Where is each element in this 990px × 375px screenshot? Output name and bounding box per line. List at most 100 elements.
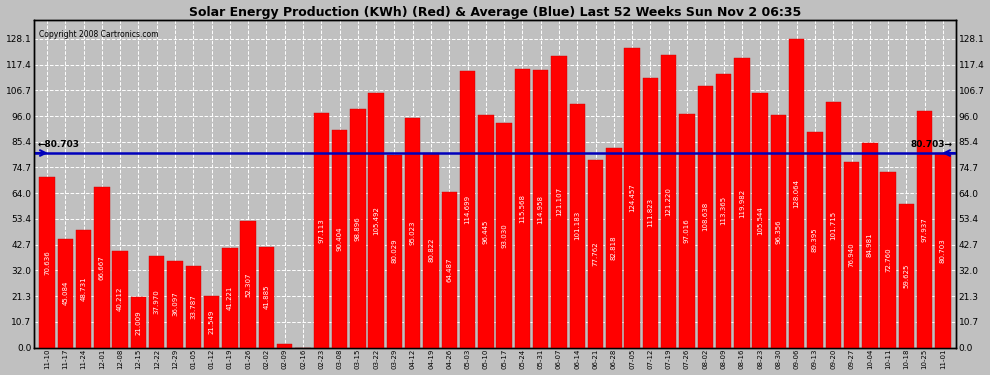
- Text: 70.636: 70.636: [44, 250, 50, 275]
- Text: 121.220: 121.220: [665, 187, 671, 216]
- Text: 52.307: 52.307: [246, 272, 251, 297]
- Text: 77.762: 77.762: [593, 242, 599, 266]
- Text: 111.823: 111.823: [647, 198, 653, 227]
- Text: 41.885: 41.885: [263, 285, 269, 309]
- Text: Copyright 2008 Cartronics.com: Copyright 2008 Cartronics.com: [39, 30, 158, 39]
- Bar: [350, 109, 365, 348]
- Text: 33.787: 33.787: [190, 294, 196, 319]
- Bar: [789, 39, 805, 348]
- Text: 115.568: 115.568: [520, 194, 526, 223]
- Text: 101.715: 101.715: [831, 210, 837, 240]
- Text: 40.212: 40.212: [117, 287, 123, 311]
- Text: 97.937: 97.937: [922, 217, 928, 242]
- Text: 98.896: 98.896: [354, 216, 361, 241]
- Text: 48.731: 48.731: [80, 276, 86, 301]
- Bar: [405, 118, 421, 348]
- Bar: [277, 344, 292, 348]
- Text: 76.940: 76.940: [848, 243, 854, 267]
- Bar: [113, 251, 128, 348]
- Bar: [734, 58, 749, 348]
- Bar: [241, 222, 256, 348]
- Text: 96.445: 96.445: [483, 219, 489, 243]
- Text: 59.625: 59.625: [904, 264, 910, 288]
- Bar: [459, 71, 475, 348]
- Text: 72.760: 72.760: [885, 248, 891, 272]
- Bar: [569, 104, 585, 348]
- Text: 80.703: 80.703: [940, 238, 946, 262]
- Bar: [131, 297, 147, 348]
- Bar: [424, 153, 439, 348]
- Text: 95.023: 95.023: [410, 221, 416, 245]
- Bar: [716, 74, 732, 348]
- Bar: [40, 177, 54, 348]
- Text: 36.097: 36.097: [172, 292, 178, 316]
- Text: 80.822: 80.822: [428, 238, 434, 262]
- Text: 80.703→: 80.703→: [910, 140, 952, 149]
- Text: 124.457: 124.457: [629, 183, 636, 212]
- Bar: [515, 69, 531, 348]
- Text: 45.084: 45.084: [62, 281, 68, 305]
- Bar: [625, 48, 640, 348]
- Text: 66.667: 66.667: [99, 255, 105, 280]
- Bar: [368, 93, 384, 348]
- Bar: [387, 154, 402, 348]
- Bar: [899, 204, 914, 348]
- Bar: [332, 130, 347, 348]
- Text: 37.970: 37.970: [153, 290, 159, 314]
- Bar: [752, 93, 768, 348]
- Text: 119.982: 119.982: [739, 188, 744, 218]
- Text: 96.356: 96.356: [775, 219, 781, 244]
- Text: 93.030: 93.030: [501, 223, 507, 248]
- Text: 41.221: 41.221: [227, 286, 233, 310]
- Text: 128.064: 128.064: [794, 179, 800, 208]
- Text: 64.487: 64.487: [446, 258, 452, 282]
- Text: 108.638: 108.638: [702, 202, 708, 231]
- Text: 21.549: 21.549: [209, 309, 215, 334]
- Text: 114.699: 114.699: [464, 195, 470, 224]
- Bar: [643, 78, 658, 348]
- Bar: [698, 86, 713, 348]
- Bar: [76, 230, 91, 348]
- Text: 105.544: 105.544: [757, 206, 763, 235]
- Bar: [606, 148, 622, 348]
- Bar: [442, 192, 457, 348]
- Bar: [222, 248, 238, 348]
- Text: 101.183: 101.183: [574, 211, 580, 240]
- Bar: [862, 143, 877, 348]
- Text: 113.365: 113.365: [721, 196, 727, 225]
- Bar: [185, 266, 201, 348]
- Bar: [258, 247, 274, 348]
- Bar: [770, 115, 786, 348]
- Text: 80.029: 80.029: [391, 239, 397, 263]
- Bar: [167, 261, 183, 348]
- Bar: [204, 296, 220, 348]
- Text: 121.107: 121.107: [556, 187, 562, 216]
- Bar: [57, 239, 73, 348]
- Bar: [880, 172, 896, 348]
- Text: 97.016: 97.016: [684, 218, 690, 243]
- Bar: [496, 123, 512, 348]
- Bar: [148, 256, 164, 348]
- Title: Solar Energy Production (KWh) (Red) & Average (Blue) Last 52 Weeks Sun Nov 2 06:: Solar Energy Production (KWh) (Red) & Av…: [189, 6, 801, 18]
- Text: ←80.703: ←80.703: [38, 140, 80, 149]
- Bar: [314, 114, 329, 348]
- Bar: [679, 114, 695, 348]
- Text: 90.404: 90.404: [337, 226, 343, 251]
- Bar: [588, 160, 603, 348]
- Bar: [826, 102, 842, 348]
- Bar: [478, 115, 494, 348]
- Bar: [661, 56, 676, 348]
- Text: 97.113: 97.113: [319, 218, 325, 243]
- Text: 84.981: 84.981: [867, 233, 873, 258]
- Text: 105.492: 105.492: [373, 206, 379, 235]
- Bar: [533, 70, 548, 348]
- Bar: [551, 56, 566, 348]
- Bar: [843, 162, 859, 348]
- Text: 89.395: 89.395: [812, 228, 818, 252]
- Bar: [807, 132, 823, 348]
- Bar: [936, 153, 950, 348]
- Text: 114.958: 114.958: [538, 195, 544, 224]
- Bar: [94, 187, 110, 348]
- Text: 82.818: 82.818: [611, 236, 617, 260]
- Bar: [917, 111, 933, 348]
